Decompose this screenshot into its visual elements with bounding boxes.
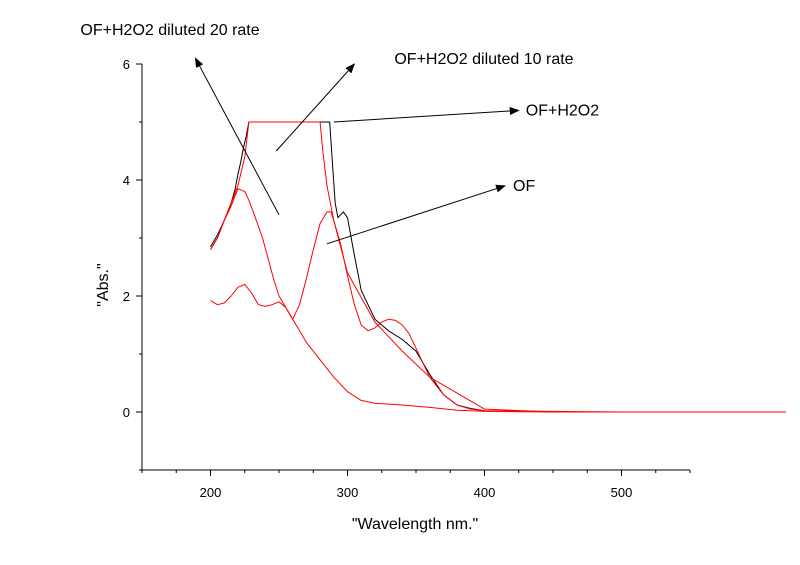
annotation-arrow: [333, 106, 520, 123]
y-tick-label: 6: [123, 57, 130, 72]
y-tick-label: 0: [123, 405, 130, 420]
y-tick-label: 2: [123, 289, 130, 304]
x-tick-label: 200: [200, 485, 222, 500]
annotation-label: OF: [513, 178, 535, 195]
annotation-arrow: [326, 184, 507, 245]
y-tick-label: 4: [123, 173, 130, 188]
series-lines: [210, 121, 786, 413]
annotation-arrow: [194, 57, 280, 216]
plot-frame: [141, 64, 690, 471]
annotation-label: OF+H2O2 diluted 10 rate: [394, 51, 573, 68]
series-line-4: [210, 211, 786, 413]
annotations: OF+H2O2 diluted 20 rate OF+H2O2 diluted 1…: [80, 22, 599, 245]
annotation-label: OF+H2O2 diluted 20 rate: [80, 22, 259, 39]
y-axis-label: "Abs.": [95, 263, 112, 306]
x-tick-label: 400: [474, 485, 496, 500]
x-axis-label: "Wavelength nm.": [352, 516, 478, 533]
annotation-label: OF+H2O2: [526, 102, 599, 119]
x-tick-label: 500: [611, 485, 633, 500]
series-line-1: [210, 121, 485, 412]
x-tick-label: 300: [337, 485, 359, 500]
y-axis-ticks: 0 2 4 6: [123, 57, 142, 471]
series-line-2: [210, 121, 622, 413]
x-axis-ticks: 200 300 400 500: [141, 470, 691, 500]
series-line-3: [210, 188, 622, 413]
annotation-arrow: [275, 63, 356, 152]
